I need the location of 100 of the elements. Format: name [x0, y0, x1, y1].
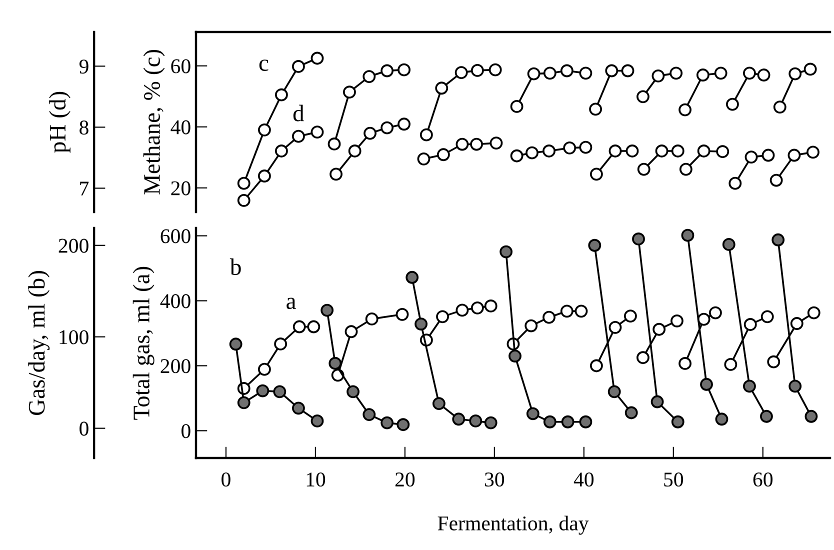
point	[804, 410, 818, 423]
point	[543, 415, 556, 428]
series-label: a	[286, 298, 296, 310]
point	[588, 238, 602, 252]
point	[678, 103, 692, 116]
point	[709, 306, 722, 320]
point	[470, 138, 483, 151]
point	[436, 148, 450, 162]
point	[574, 304, 588, 318]
point	[273, 385, 286, 398]
point	[436, 310, 449, 324]
point	[292, 402, 305, 415]
point	[456, 138, 469, 151]
x-tick-label: 50	[664, 472, 684, 487]
point	[310, 126, 324, 139]
point	[500, 245, 513, 258]
point	[258, 123, 271, 136]
series-label: d	[293, 104, 304, 122]
point	[396, 308, 409, 321]
y2-tick-label: 8	[80, 120, 88, 135]
point	[608, 144, 622, 158]
point	[256, 384, 270, 398]
point	[470, 301, 484, 314]
point	[788, 380, 802, 393]
y2-tick-label: 200	[58, 238, 88, 253]
point	[650, 395, 664, 408]
point	[364, 126, 377, 140]
point	[510, 149, 524, 162]
point	[579, 415, 592, 428]
point	[579, 140, 592, 154]
point	[526, 146, 538, 160]
x-axis-title: Fermentation, day	[438, 516, 589, 535]
point	[757, 68, 770, 82]
point	[560, 64, 574, 78]
point	[292, 130, 305, 143]
y2-axis-title: pH (d)	[49, 92, 70, 153]
point	[484, 300, 498, 312]
point	[697, 312, 710, 326]
point	[435, 82, 448, 95]
point	[608, 385, 621, 398]
x-tick-label: 0	[222, 472, 230, 487]
point	[398, 118, 411, 131]
point	[258, 170, 271, 182]
point	[362, 408, 376, 422]
point	[563, 141, 576, 154]
point	[328, 356, 342, 370]
y2-tick-label: 100	[60, 330, 88, 344]
point	[488, 63, 502, 76]
point	[743, 380, 756, 393]
y2-tick-label: 0	[80, 422, 88, 436]
point	[671, 144, 684, 158]
point	[767, 355, 780, 368]
point	[726, 98, 739, 111]
x-tick-label: 30	[485, 472, 504, 487]
point	[348, 144, 362, 158]
point	[237, 194, 250, 207]
point	[760, 310, 774, 324]
point	[697, 144, 710, 158]
point	[414, 318, 428, 330]
point	[744, 150, 758, 164]
point	[292, 320, 306, 334]
point	[328, 138, 341, 150]
point	[275, 144, 288, 158]
point	[788, 148, 801, 162]
y-tick-label: 400	[160, 294, 190, 308]
point	[679, 162, 692, 176]
point	[542, 310, 556, 324]
point	[310, 414, 324, 428]
point	[804, 62, 817, 76]
point	[343, 86, 356, 99]
y-tick-label: 0	[182, 424, 190, 438]
point	[772, 233, 785, 246]
y-tick-label: 200	[160, 359, 190, 374]
y2-tick-label: 7	[80, 182, 89, 196]
point	[229, 338, 242, 351]
point	[636, 90, 650, 104]
point	[670, 66, 683, 80]
point	[671, 415, 684, 428]
point	[310, 52, 324, 65]
point	[406, 270, 419, 284]
y-tick-label: 600	[160, 229, 190, 244]
y2-axis-title: Gas/day, ml (b)	[28, 271, 50, 416]
point	[743, 66, 756, 80]
point	[760, 410, 773, 423]
x-tick-label: 60	[753, 472, 773, 487]
series-label: c	[259, 60, 268, 71]
point	[626, 144, 639, 158]
point	[380, 416, 394, 430]
point	[432, 397, 446, 410]
point	[716, 145, 730, 158]
point	[560, 304, 574, 318]
point	[807, 306, 820, 320]
point	[681, 228, 694, 242]
point	[722, 238, 736, 251]
point	[636, 351, 650, 364]
point	[762, 148, 775, 162]
text: b	[230, 258, 241, 276]
point	[275, 88, 288, 102]
point	[292, 60, 305, 73]
point	[470, 64, 484, 77]
